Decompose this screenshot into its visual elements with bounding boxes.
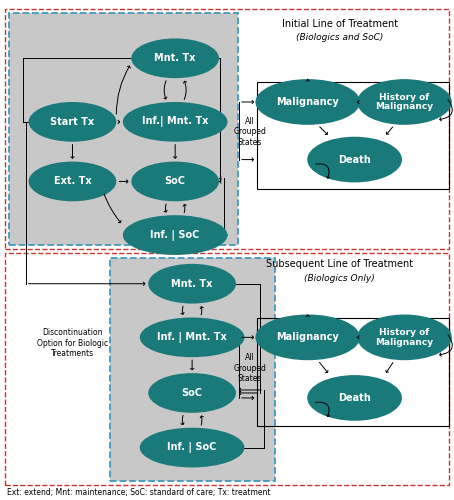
Text: Inf. | SoC: Inf. | SoC xyxy=(168,442,217,453)
Text: (Biologics and SoC): (Biologics and SoC) xyxy=(296,34,383,42)
Text: Subsequent Line of Treatment: Subsequent Line of Treatment xyxy=(266,259,413,269)
Text: History of
Malignancy: History of Malignancy xyxy=(375,328,434,346)
Text: SoC: SoC xyxy=(182,388,202,398)
Text: (Biologics Only): (Biologics Only) xyxy=(304,274,375,283)
Ellipse shape xyxy=(357,79,452,125)
Ellipse shape xyxy=(29,102,116,142)
Text: Ext: extend; Mnt: maintenance; SoC: standard of care; Tx: treatment: Ext: extend; Mnt: maintenance; SoC: stan… xyxy=(7,488,270,498)
Ellipse shape xyxy=(148,373,236,413)
Text: Death: Death xyxy=(338,393,371,403)
Text: History of
Malignancy: History of Malignancy xyxy=(375,92,434,112)
Text: Mnt. Tx: Mnt. Tx xyxy=(172,278,213,288)
Text: Inf. | SoC: Inf. | SoC xyxy=(150,230,200,240)
Bar xyxy=(5,253,449,486)
Text: Ext. Tx: Ext. Tx xyxy=(54,176,91,186)
Text: Malignancy: Malignancy xyxy=(276,332,339,342)
Text: SoC: SoC xyxy=(165,176,186,186)
Text: Initial Line of Treatment: Initial Line of Treatment xyxy=(281,18,398,28)
Text: Start Tx: Start Tx xyxy=(50,117,94,127)
Ellipse shape xyxy=(131,162,219,202)
Text: Mnt. Tx: Mnt. Tx xyxy=(154,54,196,64)
Bar xyxy=(257,82,449,190)
Ellipse shape xyxy=(140,428,244,468)
Ellipse shape xyxy=(131,38,219,78)
Text: Malignancy: Malignancy xyxy=(276,97,339,107)
Text: Death: Death xyxy=(338,154,371,164)
Ellipse shape xyxy=(123,215,227,255)
Ellipse shape xyxy=(123,102,227,142)
Text: Inf.| Mnt. Tx: Inf.| Mnt. Tx xyxy=(142,116,208,128)
Text: All
Grouped
States: All Grouped States xyxy=(233,117,266,146)
Ellipse shape xyxy=(148,264,236,304)
Ellipse shape xyxy=(256,314,360,360)
Text: All
Grouped
States: All Grouped States xyxy=(233,353,266,383)
Ellipse shape xyxy=(357,314,452,360)
Ellipse shape xyxy=(256,79,360,125)
Bar xyxy=(5,8,449,249)
Text: Inf. | Mnt. Tx: Inf. | Mnt. Tx xyxy=(157,332,227,343)
Ellipse shape xyxy=(307,375,402,421)
Ellipse shape xyxy=(29,162,116,202)
Bar xyxy=(9,12,238,245)
Ellipse shape xyxy=(140,318,244,357)
Text: Discontinuation
Option for Biologic
Treatments: Discontinuation Option for Biologic Trea… xyxy=(37,328,108,358)
Bar xyxy=(110,258,275,482)
Bar xyxy=(257,318,449,426)
Ellipse shape xyxy=(307,136,402,182)
